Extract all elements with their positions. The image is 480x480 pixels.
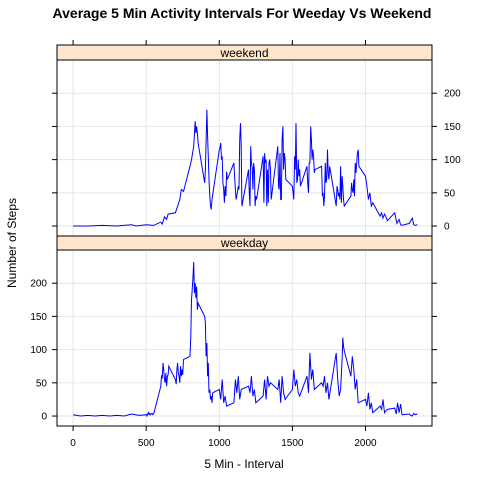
y-tick-label: 0 xyxy=(41,412,47,423)
x-tick-label: 1000 xyxy=(208,438,231,449)
x-tick-label: 1500 xyxy=(281,438,304,449)
x-axis-title: 5 Min - Interval xyxy=(204,457,283,471)
panel-weekday: weekday 0 50 100 150 200 xyxy=(30,235,437,427)
series-line-weekend xyxy=(73,109,418,227)
chart-title: Average 5 Min Activity Intervals For Wee… xyxy=(53,5,432,21)
panel-border xyxy=(56,249,433,427)
y-tick-label: 200 xyxy=(30,279,47,290)
strip-label: weekday xyxy=(220,236,268,250)
y-tick-label: 200 xyxy=(444,89,461,100)
y-axis-title: Number of Steps xyxy=(5,198,19,288)
x-tick-label: 2000 xyxy=(354,438,377,449)
y-tick-label: 150 xyxy=(30,312,47,323)
y-tick-label: 50 xyxy=(444,188,456,199)
x-tick-label: 0 xyxy=(70,438,76,449)
y-tick-label: 0 xyxy=(444,222,450,233)
y-tick-label: 50 xyxy=(36,378,48,389)
panel-weekend: weekend 0 50 100 150 200 xyxy=(52,44,461,237)
y-tick-label: 100 xyxy=(30,345,47,356)
y-tick-label: 100 xyxy=(444,155,461,166)
strip-label: weekend xyxy=(219,46,268,60)
series-line-weekday xyxy=(73,261,418,418)
y-tick-label: 150 xyxy=(444,122,461,133)
x-tick-label: 500 xyxy=(138,438,155,449)
